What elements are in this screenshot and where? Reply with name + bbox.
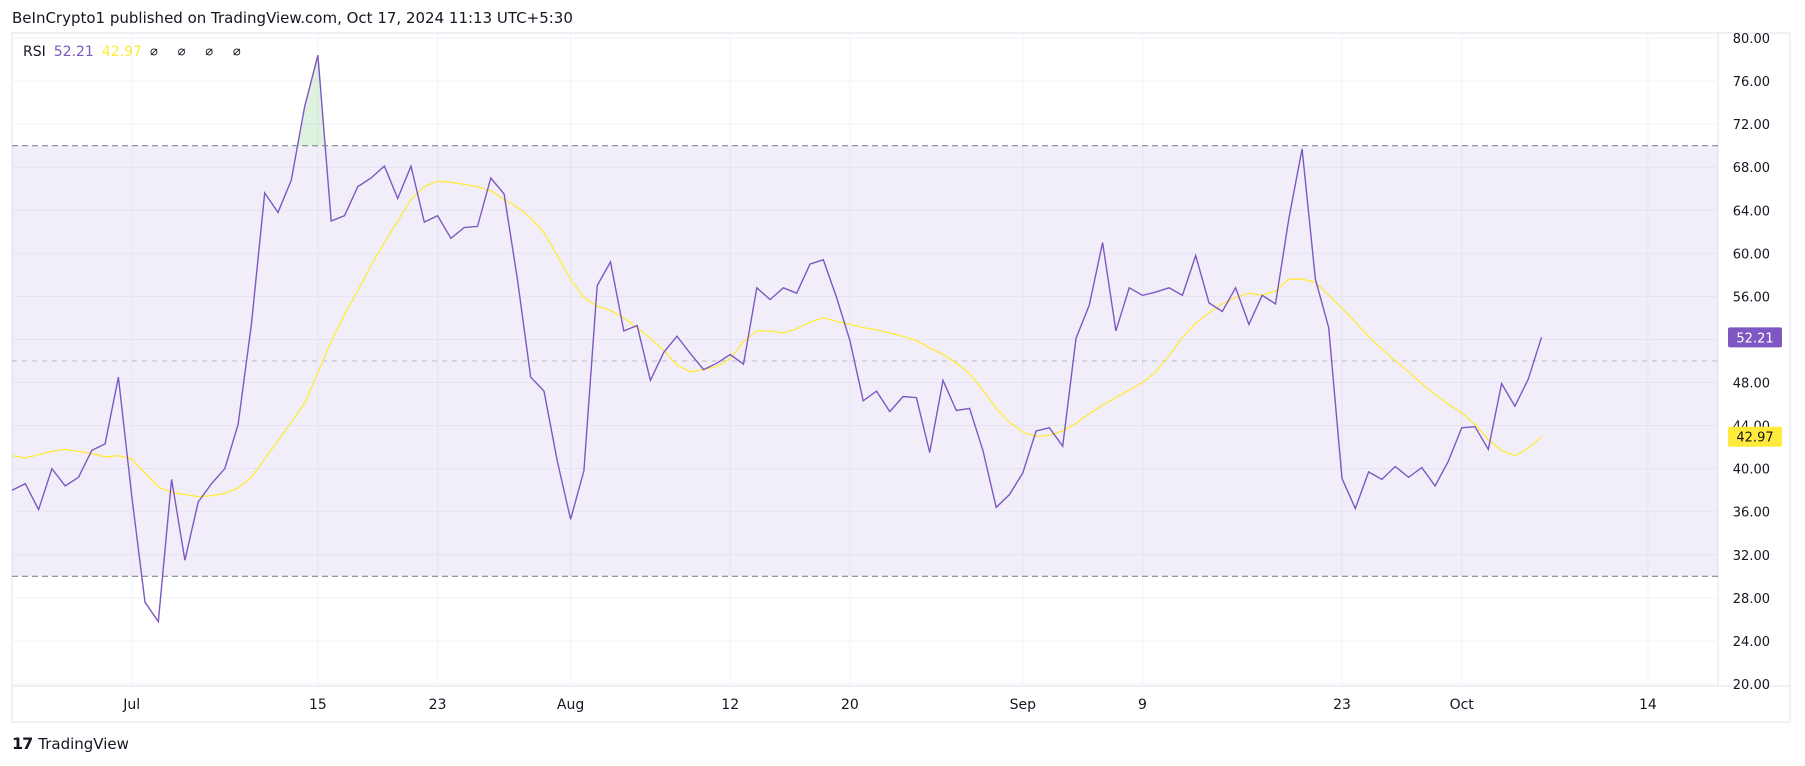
x-tick-label: Sep — [1010, 697, 1037, 713]
y-tick-label: 80.00 — [1733, 32, 1770, 47]
y-axis-ticks: 80.0076.0072.0068.0064.0060.0056.0052.00… — [1733, 32, 1770, 693]
y-tick-label: 48.00 — [1733, 377, 1770, 392]
rsi-line[interactable] — [11, 55, 1543, 624]
y-tick-label: 56.00 — [1733, 290, 1770, 305]
y-tick-label: 28.00 — [1733, 592, 1770, 607]
x-tick-label: 9 — [1138, 697, 1147, 713]
rsi-value: 52.21 — [53, 44, 94, 60]
last-value-badge — [1728, 426, 1782, 447]
value-badges: 52.21 42.97 — [1728, 327, 1782, 447]
extra-values: ∅ ∅ ∅ ∅ — [149, 44, 247, 60]
y-tick-label: 32.00 — [1733, 549, 1770, 564]
tradingview-branding[interactable]: 17 TradingView — [12, 734, 129, 753]
tradingview-logo-icon: 17 — [12, 734, 33, 753]
chart-plot-frame — [11, 32, 1791, 723]
ma-value: 42.97 — [101, 44, 142, 60]
y-tick-label: 36.00 — [1733, 506, 1770, 521]
y-tick-label: 40.00 — [1733, 463, 1770, 478]
indicator-name: RSI — [23, 44, 46, 60]
rsi-ma-line[interactable] — [11, 180, 1542, 498]
last-value-badge — [1728, 327, 1782, 348]
rsi-band-background — [12, 145, 1718, 577]
overbought-segment — [304, 55, 318, 146]
grid-lines — [12, 33, 1718, 686]
indicator-legend[interactable]: RSI 52.21 42.97 ∅ ∅ ∅ ∅ — [23, 44, 247, 60]
x-tick-label: 20 — [841, 697, 859, 713]
x-tick-label: Oct — [1450, 697, 1475, 713]
x-tick-label: Aug — [557, 697, 584, 713]
x-tick-label: 23 — [429, 697, 447, 713]
y-tick-label: 20.00 — [1733, 678, 1770, 693]
x-tick-label: 14 — [1639, 697, 1657, 713]
last-value-label: 52.21 — [1736, 331, 1773, 346]
y-tick-label: 24.00 — [1733, 635, 1770, 650]
y-tick-label: 68.00 — [1733, 161, 1770, 176]
y-tick-label: 72.00 — [1733, 118, 1770, 133]
x-tick-label: 12 — [721, 697, 739, 713]
brand-name: TradingView — [38, 734, 129, 753]
y-tick-label: 76.00 — [1733, 75, 1770, 90]
y-tick-label: 64.00 — [1733, 204, 1770, 219]
x-tick-label: 15 — [309, 697, 327, 713]
last-value-label: 42.97 — [1736, 431, 1773, 446]
publish-info: BeInCrypto1 published on TradingView.com… — [12, 9, 573, 27]
x-tick-label: 23 — [1333, 697, 1351, 713]
x-axis-ticks: Jul 15 23 Aug 12 20 Sep 9 23 Oct 14 — [122, 697, 1657, 713]
x-tick-label: Jul — [122, 697, 140, 713]
y-tick-label: 60.00 — [1733, 247, 1770, 262]
